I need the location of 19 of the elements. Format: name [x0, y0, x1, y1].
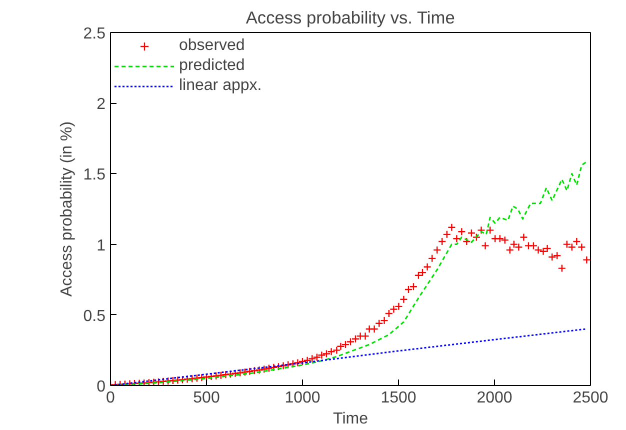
x-tick-label: 1500: [380, 390, 416, 406]
chart-title: Access probability vs. Time: [246, 8, 455, 28]
y-tick-label: 2.5: [83, 26, 106, 42]
x-tick-label: 2500: [572, 390, 608, 406]
line-series: [110, 162, 586, 386]
y-tick-label: 1: [96, 237, 106, 254]
y-tick-label: 0.5: [83, 308, 106, 325]
y-tick-label: 1.5: [83, 166, 106, 184]
y-tick-label: 0: [96, 378, 106, 396]
y-tick-label: 2: [96, 96, 106, 114]
legend-label: linear appx.: [179, 77, 262, 95]
x-tick-label: 500: [193, 390, 220, 406]
line-series: [110, 328, 586, 386]
x-axis-title: Time: [333, 410, 368, 428]
y-axis-title: Access probability (in %): [58, 121, 76, 297]
x-tick-label: 1000: [284, 390, 320, 406]
x-tick-label: 2000: [476, 390, 512, 406]
legend-label: observed: [179, 37, 245, 55]
legend-label: predicted: [179, 57, 245, 75]
